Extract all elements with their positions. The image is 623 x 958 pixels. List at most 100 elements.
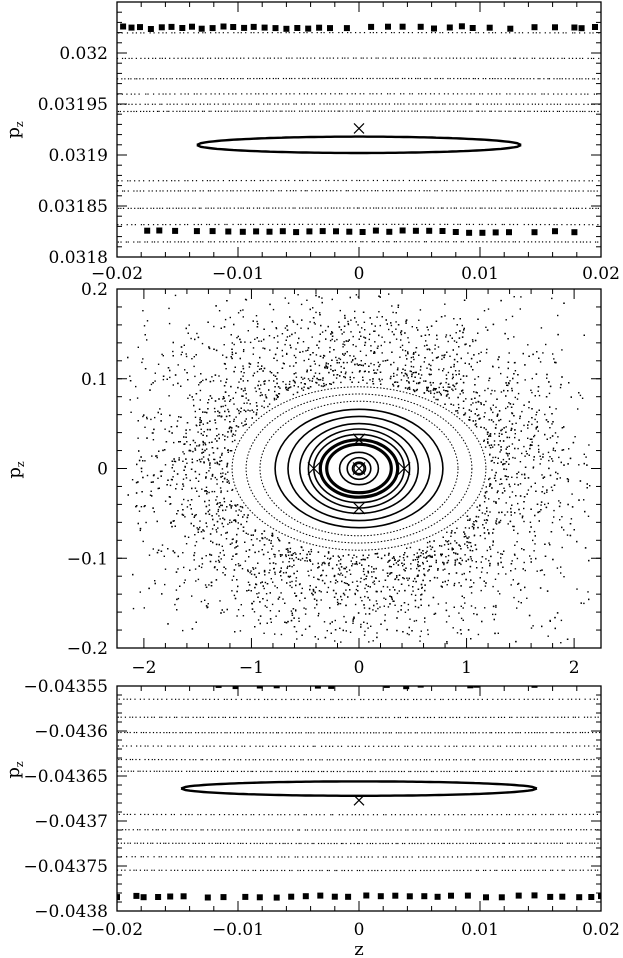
curve-point xyxy=(463,207,465,209)
sea-point xyxy=(272,534,274,536)
sea-point xyxy=(396,576,398,579)
sea-point xyxy=(510,563,513,565)
curve-point xyxy=(514,241,517,243)
curve-point xyxy=(140,57,142,59)
curve-point xyxy=(569,110,571,113)
curve-point xyxy=(452,57,454,59)
sea-point xyxy=(492,421,495,423)
sea-point xyxy=(340,365,342,368)
sea-point xyxy=(550,531,553,533)
curve-point xyxy=(394,223,396,225)
sea-point xyxy=(269,562,271,565)
sea-point xyxy=(197,578,200,581)
sea-point xyxy=(292,365,295,367)
curve-point xyxy=(482,77,484,80)
curve-point xyxy=(268,110,270,112)
sea-point xyxy=(164,464,167,466)
sea-point xyxy=(377,361,379,364)
sea-point xyxy=(281,355,284,357)
sea-point xyxy=(307,378,310,380)
sea-point xyxy=(313,360,316,362)
sea-point xyxy=(340,572,342,574)
curve-point xyxy=(478,190,480,192)
sea-point xyxy=(497,564,499,566)
curve-point xyxy=(323,103,325,105)
sea-point xyxy=(405,354,407,357)
sea-point xyxy=(463,597,465,599)
sea-point xyxy=(540,458,542,460)
sea-point xyxy=(182,509,184,511)
sea-point xyxy=(142,310,144,312)
curve-point xyxy=(307,241,309,243)
sea-point xyxy=(240,341,242,343)
sea-point xyxy=(397,306,399,308)
sea-point xyxy=(206,411,208,414)
curve-point xyxy=(514,207,516,209)
sea-point xyxy=(549,427,551,429)
curve-point xyxy=(587,78,590,80)
outer-orbit-squares xyxy=(120,23,598,236)
curve-point xyxy=(591,180,593,182)
curve-point xyxy=(404,77,406,80)
curve-point xyxy=(286,190,288,192)
sea-point xyxy=(409,618,411,620)
sea-point xyxy=(458,582,460,584)
curve-point xyxy=(384,110,386,112)
curve-point xyxy=(437,57,439,59)
sea-point xyxy=(317,378,320,381)
sea-point xyxy=(487,308,490,310)
sea-point xyxy=(250,539,253,541)
curve-point xyxy=(351,241,353,243)
sea-point xyxy=(135,505,137,508)
sea-point xyxy=(141,361,143,364)
sea-point xyxy=(452,384,454,386)
sea-point xyxy=(157,549,160,551)
sea-point xyxy=(263,569,266,572)
curve-point xyxy=(137,241,139,243)
curve-point xyxy=(158,110,160,112)
sea-point xyxy=(242,350,245,353)
curve-point xyxy=(597,241,599,243)
sea-point xyxy=(193,365,195,368)
curve-point xyxy=(306,32,308,34)
curve-point xyxy=(262,179,264,182)
sea-point xyxy=(495,471,497,474)
sea-point xyxy=(432,359,434,362)
curve-point xyxy=(570,93,573,95)
curve-point xyxy=(240,179,242,182)
curve-point xyxy=(299,57,301,59)
curve-point xyxy=(579,32,581,34)
curve-point xyxy=(568,190,570,192)
sea-point xyxy=(354,363,356,366)
sea-point xyxy=(398,574,401,576)
curve-point xyxy=(443,110,445,112)
curve-point xyxy=(517,78,519,80)
curve-point xyxy=(587,93,589,95)
sea-point xyxy=(419,640,421,642)
curve-point xyxy=(307,179,309,182)
curve-point xyxy=(214,110,217,112)
sea-point xyxy=(379,371,382,373)
sea-point xyxy=(321,297,323,299)
sea-point xyxy=(226,378,228,380)
sea-point xyxy=(570,518,573,520)
sea-point xyxy=(505,573,507,575)
sea-point xyxy=(310,550,313,553)
curve-point xyxy=(389,93,391,95)
curve-point xyxy=(505,32,507,34)
sea-point xyxy=(217,410,219,412)
curve-point xyxy=(523,57,525,59)
sea-point xyxy=(490,393,492,395)
sea-point xyxy=(546,491,548,493)
sea-point xyxy=(257,362,259,364)
sea-point xyxy=(274,386,276,388)
sea-point xyxy=(171,432,173,434)
curve-point xyxy=(344,57,346,59)
curve-point xyxy=(291,77,293,80)
curve-point xyxy=(593,190,595,192)
sea-point xyxy=(402,565,404,567)
sea-point xyxy=(532,467,534,469)
sea-point xyxy=(402,349,404,351)
sea-point xyxy=(148,554,151,556)
sea-point xyxy=(523,561,525,564)
